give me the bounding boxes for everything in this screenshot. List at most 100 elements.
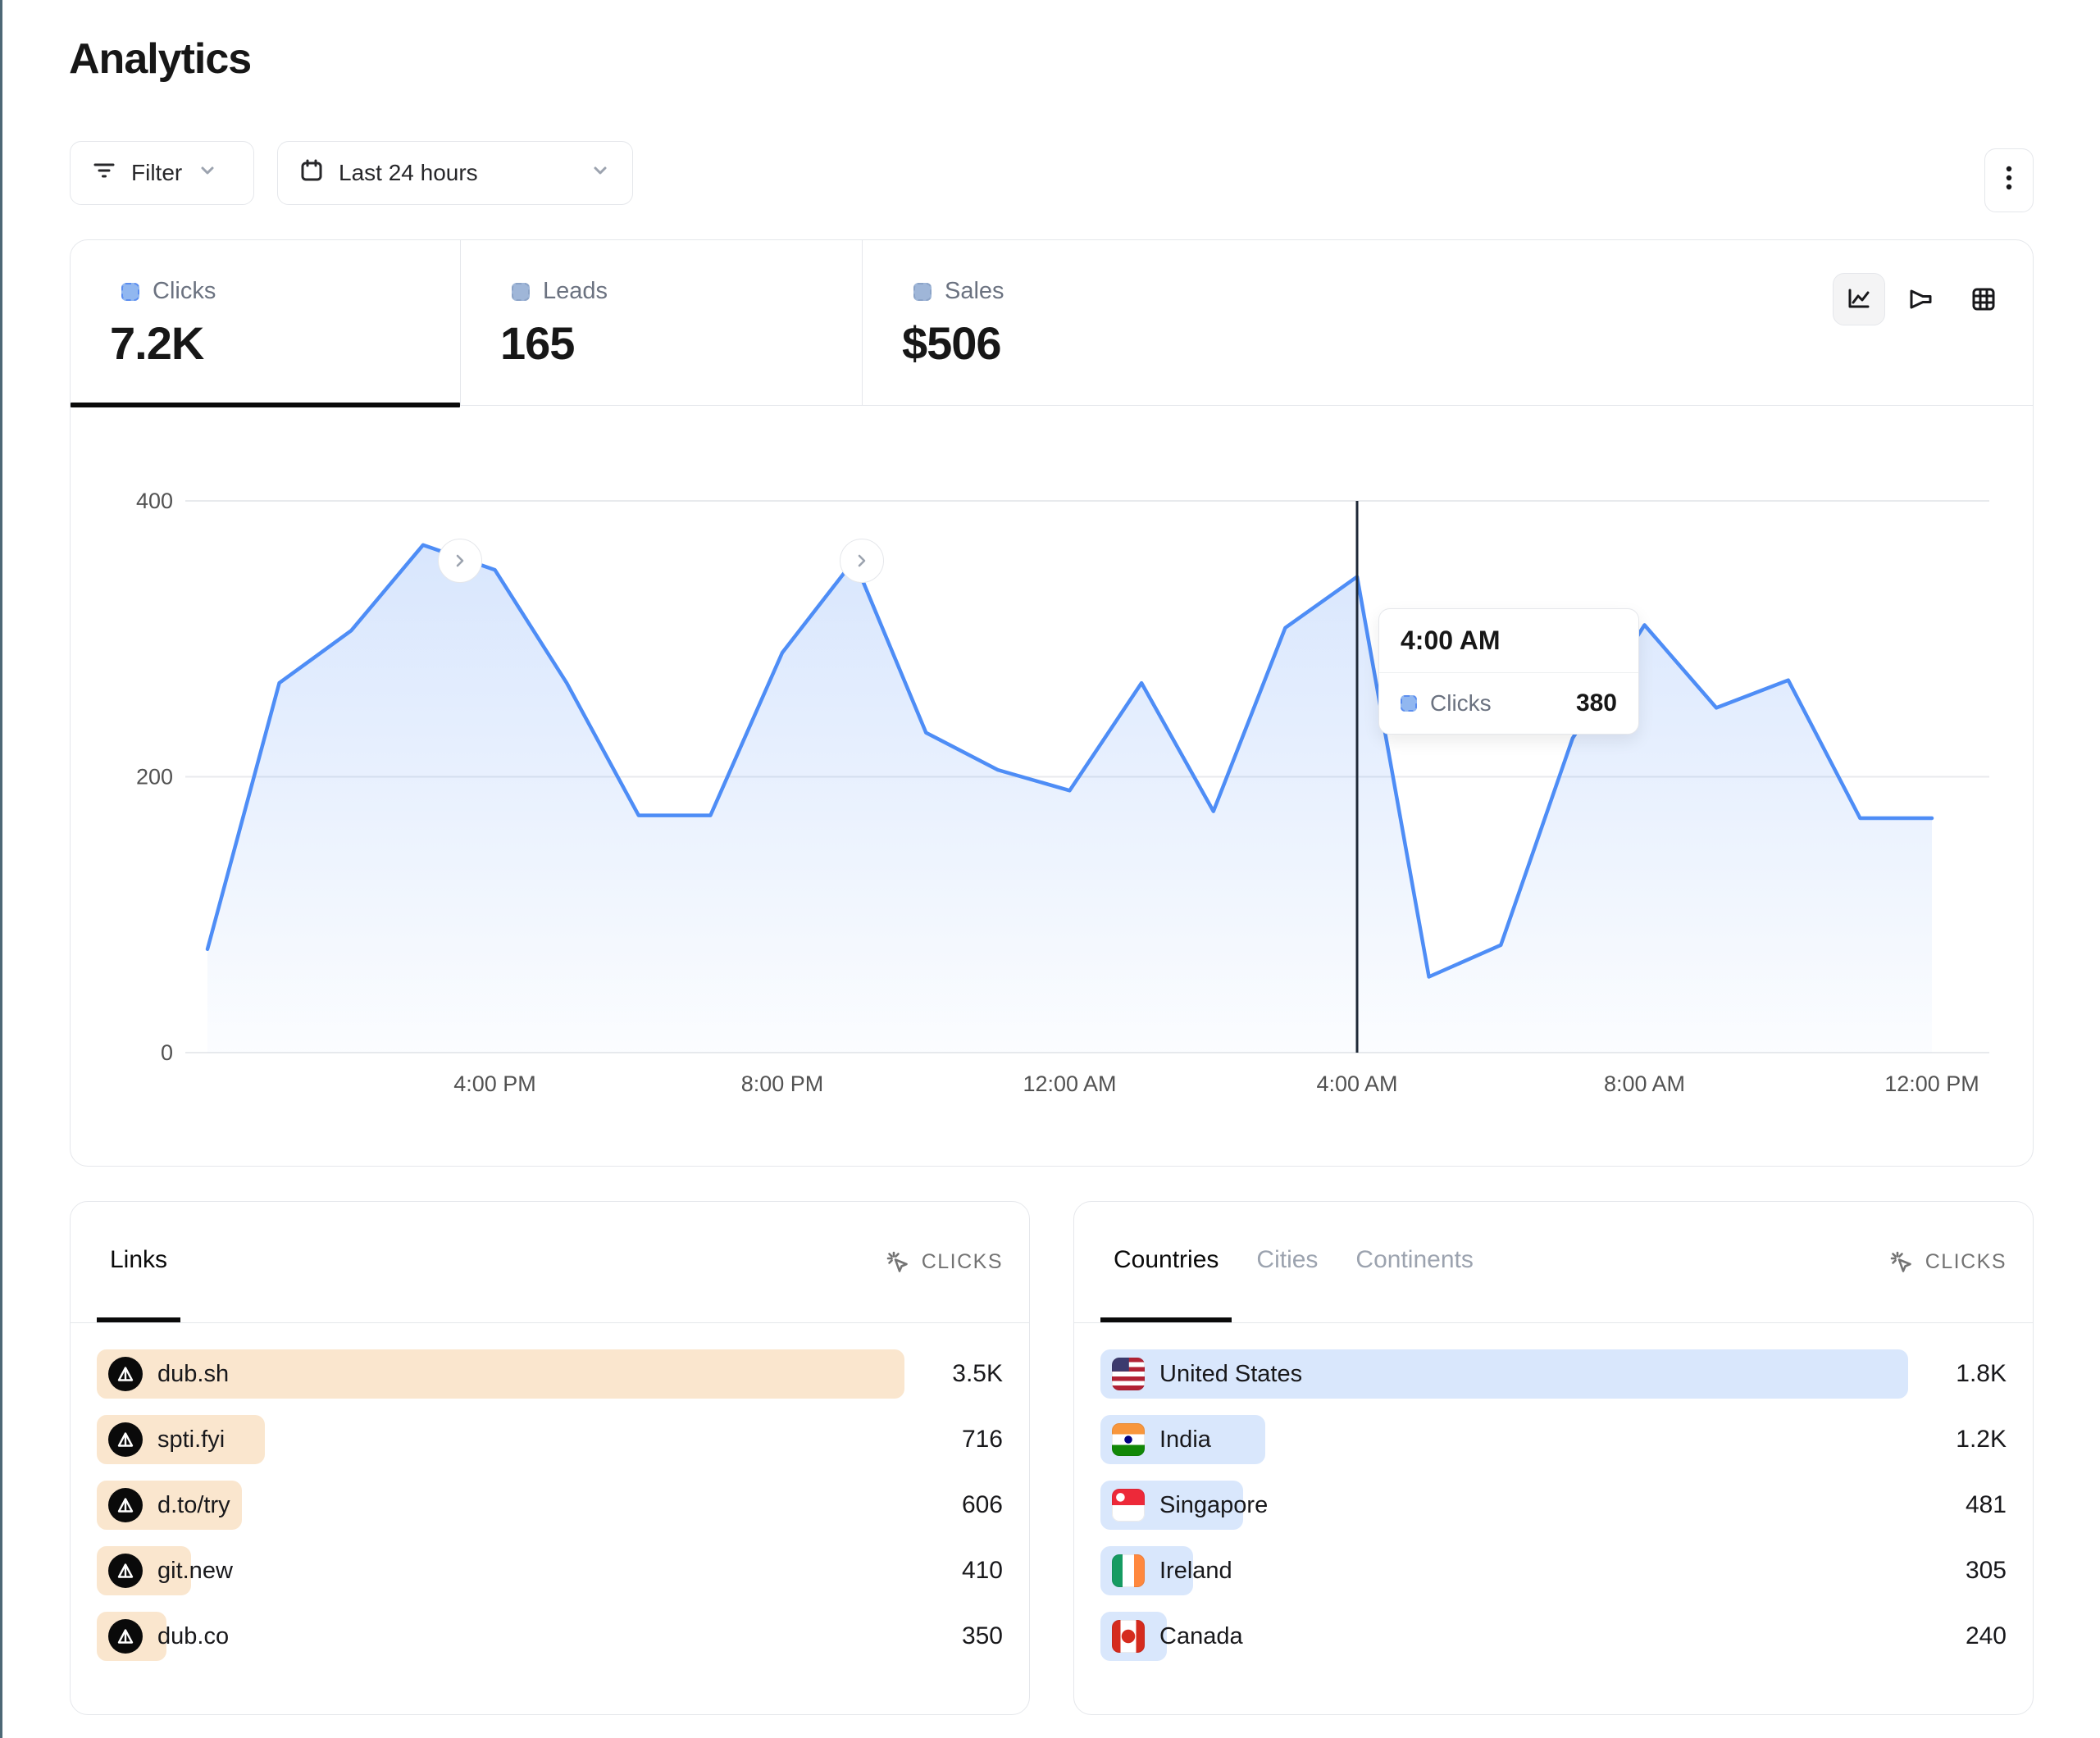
kebab-menu-icon (1997, 163, 2021, 198)
page-title: Analytics (69, 35, 252, 83)
row-label: United States (1159, 1360, 1303, 1387)
tab-continents[interactable]: Continents (1355, 1245, 1474, 1273)
us-flag-icon (1112, 1358, 1145, 1390)
table-row[interactable]: Ireland 305 (1100, 1546, 2007, 1595)
date-range-button[interactable]: Last 24 hours (277, 141, 633, 205)
svg-text:0: 0 (161, 1040, 173, 1065)
row-value: 481 (1965, 1491, 2007, 1518)
geo-tabs: Countries Cities Continents (1100, 1202, 1487, 1322)
filter-icon (92, 158, 116, 189)
more-options-button[interactable] (1984, 148, 2034, 212)
window-edge (0, 0, 2, 1738)
row-value: 350 (961, 1622, 1003, 1649)
analytics-card: Clicks 7.2K Leads 165 Sales $506 (70, 239, 2034, 1167)
table-row[interactable]: dub.sh 3.5K (97, 1349, 1003, 1399)
row-label: dub.co (157, 1622, 230, 1649)
filter-button[interactable]: Filter (70, 141, 254, 205)
svg-text:400: 400 (136, 489, 173, 513)
leads-series-swatch (512, 282, 530, 301)
table-row[interactable]: United States 1.8K (1100, 1349, 2007, 1399)
active-tab-underline (71, 403, 460, 407)
svg-text:4:00 PM: 4:00 PM (453, 1071, 536, 1096)
dub-logo-icon (108, 1422, 143, 1457)
clicks-chart[interactable]: 0 200 400 4:00 PM 8:00 PM 12:00 AM 4:00 AM 8:00… (71, 406, 2033, 1166)
row-label: d.to/try (157, 1491, 230, 1518)
chart-tooltip: 4:00 AM Clicks 380 (1378, 608, 1639, 735)
row-value: 240 (1965, 1622, 2007, 1649)
geo-metric-header[interactable]: CLICKS (1888, 1202, 2007, 1322)
row-value: 305 (1965, 1557, 2007, 1584)
tab-sales[interactable]: Sales $506 (862, 240, 1239, 405)
value-bar (97, 1349, 904, 1399)
chart-type-switcher (1833, 273, 2010, 325)
row-label: Ireland (1159, 1557, 1232, 1584)
ca-flag-icon (1112, 1620, 1145, 1653)
table-row[interactable]: Canada 240 (1100, 1612, 2007, 1661)
tab-clicks[interactable]: Clicks 7.2K (71, 240, 460, 407)
geo-list: United States 1.8K India 1.2K Singapore 481 Ir… (1100, 1349, 2007, 1661)
area-chart-canvas: 0 200 400 4:00 PM 8:00 PM 12:00 AM 4:00 AM 8:00… (136, 489, 1989, 1096)
svg-text:8:00 AM: 8:00 AM (1604, 1071, 1685, 1096)
svg-text:4:00 AM: 4:00 AM (1316, 1071, 1397, 1096)
tab-links[interactable]: Links (97, 1202, 181, 1322)
metric-label: Sales (945, 278, 1004, 304)
ie-flag-icon (1112, 1554, 1145, 1587)
dub-logo-icon (108, 1554, 143, 1588)
links-panel: Links CLICKS dub.sh 3.5K spti.fyi 716 d.to/t… (70, 1201, 1030, 1715)
row-value: 3.5K (952, 1360, 1003, 1387)
table-row[interactable]: Singapore 481 (1100, 1481, 2007, 1530)
table-row[interactable]: spti.fyi 716 (97, 1415, 1003, 1464)
table-view-button[interactable] (1957, 273, 2010, 325)
row-label: India (1159, 1426, 1211, 1453)
row-label: Singapore (1159, 1491, 1269, 1518)
metric-value: 165 (500, 317, 575, 369)
svg-text:200: 200 (136, 765, 173, 789)
metric-value: $506 (902, 317, 1002, 369)
tooltip-value: 380 (1575, 689, 1617, 717)
cursor-click-icon (1890, 1251, 1911, 1272)
row-label: dub.sh (157, 1360, 230, 1387)
table-row[interactable]: git.new 410 (97, 1546, 1003, 1595)
row-label: Canada (1159, 1622, 1243, 1649)
metric-label: Clicks (153, 278, 216, 304)
value-bar (1100, 1349, 1908, 1399)
dub-logo-icon (108, 1488, 143, 1522)
expand-sales-button[interactable] (840, 539, 884, 583)
calendar-icon (299, 158, 324, 189)
svg-text:8:00 PM: 8:00 PM (741, 1071, 824, 1096)
row-label: git.new (157, 1557, 233, 1584)
sales-series-swatch (913, 282, 932, 301)
links-metric-header[interactable]: CLICKS (884, 1202, 1003, 1322)
row-value: 410 (961, 1557, 1003, 1584)
table-row[interactable]: India 1.2K (1100, 1415, 2007, 1464)
row-label: spti.fyi (157, 1426, 225, 1453)
sg-flag-icon (1112, 1489, 1145, 1522)
in-flag-icon (1112, 1423, 1145, 1456)
filter-button-label: Filter (131, 160, 183, 185)
tooltip-series-swatch (1401, 695, 1417, 712)
tab-countries[interactable]: Countries (1100, 1202, 1232, 1322)
tooltip-time: 4:00 AM (1379, 609, 1638, 673)
tab-cities[interactable]: Cities (1256, 1245, 1319, 1273)
table-row[interactable]: dub.co 350 (97, 1612, 1003, 1661)
table-row[interactable]: d.to/try 606 (97, 1481, 1003, 1530)
line-chart-view-button[interactable] (1833, 273, 1885, 325)
row-value: 606 (961, 1491, 1003, 1518)
metric-label: Leads (543, 278, 608, 304)
tab-leads[interactable]: Leads 165 (460, 240, 862, 405)
chevron-down-icon (590, 160, 611, 187)
metric-tabs: Clicks 7.2K Leads 165 Sales $506 (71, 240, 2033, 583)
svg-text:12:00 AM: 12:00 AM (1023, 1071, 1116, 1096)
row-value: 1.2K (1956, 1426, 2007, 1453)
row-value: 1.8K (1956, 1360, 2007, 1387)
expand-leads-button[interactable] (438, 539, 482, 583)
links-list: dub.sh 3.5K spti.fyi 716 d.to/try 606 git.new 4… (97, 1349, 1003, 1661)
row-value: 716 (961, 1426, 1003, 1453)
tooltip-series-name: Clicks (1430, 690, 1492, 716)
geo-panel: Countries Cities Continents CLICKS United … (1073, 1201, 2034, 1715)
svg-text:12:00 PM: 12:00 PM (1884, 1071, 1979, 1096)
date-range-label: Last 24 hours (339, 160, 478, 185)
funnel-view-button[interactable] (1895, 273, 1947, 325)
metric-value: 7.2K (110, 317, 204, 369)
